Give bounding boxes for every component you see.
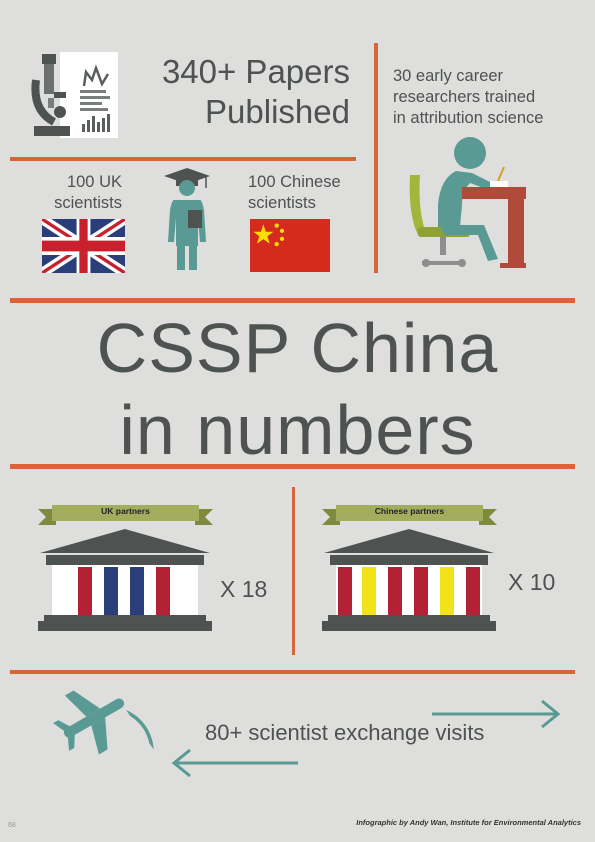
researchers-trained-stat: 30 early career researchers trained in a…: [393, 66, 588, 129]
china-flag-icon: [250, 219, 330, 272]
chinese-scientists-line2: scientists: [248, 194, 316, 212]
papers-published-stat: 340+ Papers Published: [122, 52, 350, 132]
chinese-partners-count: X 10: [508, 569, 556, 595]
chinese-partners-label: Chinese partners: [374, 506, 445, 516]
papers-line2: Published: [205, 93, 350, 130]
chinese-scientists-stat: 100 Chinese scientists: [248, 172, 341, 214]
chinese-partners-ribbon: [322, 505, 497, 525]
researchers-line3: in attribution science: [393, 109, 544, 127]
divider-above-title: [10, 298, 575, 303]
uk-scientists-stat: 100 UK scientists: [40, 172, 122, 214]
researchers-line2: researchers trained: [393, 88, 536, 106]
uk-university-building-icon: [38, 529, 212, 631]
uk-scientists-line2: scientists: [54, 194, 122, 212]
uk-partners-ribbon: [38, 505, 213, 525]
uk-scientists-line1: 100 UK: [66, 173, 122, 191]
microscope-document-icon: [31, 52, 118, 138]
arrow-left-icon: [171, 748, 298, 778]
arrow-right-icon: [432, 699, 561, 729]
title-line2: in numbers: [119, 391, 476, 469]
chinese-university-building-icon: [322, 529, 496, 631]
uk-partners-label: UK partners: [101, 506, 150, 516]
airplane-icon: [44, 685, 164, 800]
papers-line1: 340+ Papers: [161, 53, 350, 90]
divider-vertical-top: [374, 43, 378, 273]
uk-flag-icon: [42, 219, 125, 273]
title-line1: CSSP China: [96, 309, 499, 387]
researchers-line1: 30 early career: [393, 67, 504, 85]
infographic-credit: Infographic by Andy Wan, Institute for E…: [356, 818, 581, 827]
page-number: 68: [8, 822, 16, 829]
divider-above-exchange: [10, 670, 575, 674]
graduate-icon: [164, 168, 210, 270]
divider-papers: [10, 157, 356, 161]
divider-below-title: [10, 464, 575, 469]
researcher-at-desk-icon: [409, 137, 526, 268]
exchange-visits-stat: 80+ scientist exchange visits: [205, 720, 485, 745]
chinese-scientists-line1: 100 Chinese: [248, 173, 341, 191]
divider-vertical-partners: [292, 487, 295, 655]
uk-partners-count: X 18: [220, 576, 268, 602]
